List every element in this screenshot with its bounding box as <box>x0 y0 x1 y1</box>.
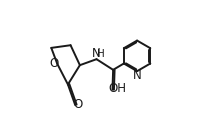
Text: O: O <box>49 57 58 70</box>
Text: OH: OH <box>108 82 125 95</box>
Text: N: N <box>91 47 100 60</box>
Text: O: O <box>73 98 82 111</box>
Text: H: H <box>96 49 104 59</box>
Text: N: N <box>132 69 141 82</box>
